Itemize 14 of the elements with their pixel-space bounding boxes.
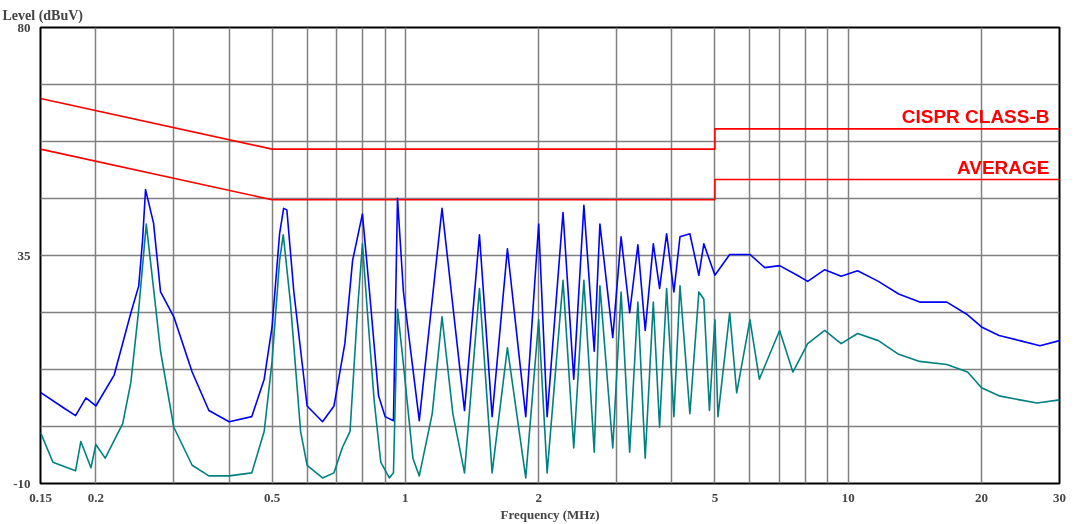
x-tick-label: 0.5 — [263, 489, 281, 505]
x-tick-label: 1 — [402, 489, 409, 505]
series-label: AVERAGE — [956, 156, 1050, 178]
series-label: CISPR CLASS-B — [901, 105, 1050, 127]
x-tick-label: 30 — [1053, 489, 1066, 505]
x-tick-label: 5 — [711, 489, 719, 505]
x-tick-label: 0.15 — [29, 489, 53, 505]
x-tick-label: 2 — [535, 489, 542, 505]
x-tick-label: 0.2 — [87, 489, 104, 505]
x-tick-label: 20 — [975, 489, 989, 505]
x-axis-title: Frequency (MHz) — [500, 506, 600, 522]
x-tick-label: 10 — [841, 489, 855, 505]
y-tick-label: -10 — [13, 475, 31, 491]
y-tick-label: 35 — [17, 247, 31, 263]
